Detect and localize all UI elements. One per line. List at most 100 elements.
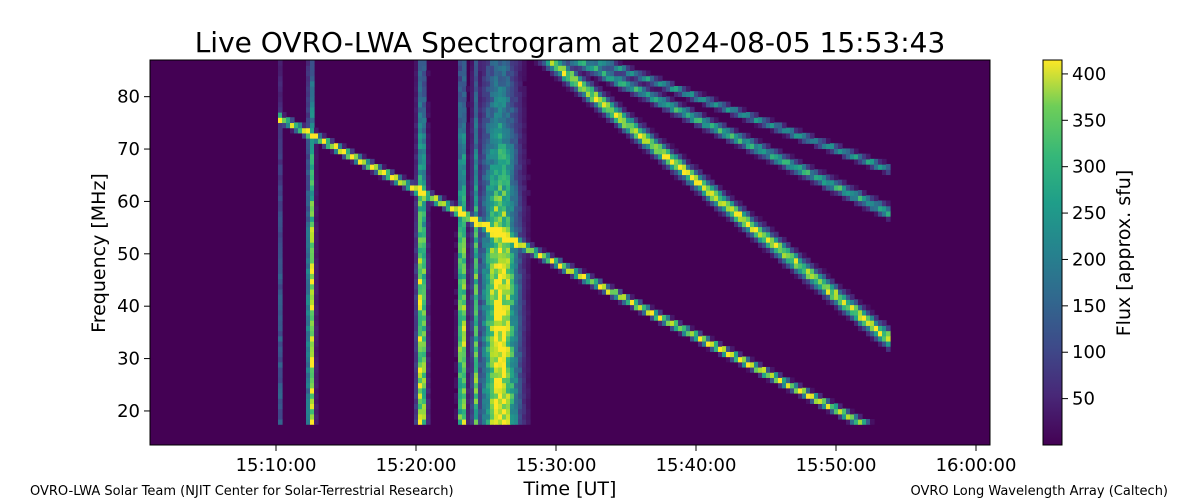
heatmap-cell bbox=[498, 132, 503, 139]
heatmap-cell bbox=[438, 195, 443, 202]
heatmap-cell bbox=[422, 335, 427, 342]
heatmap-cell bbox=[702, 195, 707, 202]
heatmap-cell bbox=[306, 190, 311, 196]
heatmap-cell bbox=[558, 268, 563, 274]
heatmap-cell bbox=[306, 75, 311, 82]
heatmap-cell bbox=[498, 200, 503, 207]
heatmap-cell bbox=[722, 200, 727, 207]
heatmap-cell bbox=[498, 80, 503, 87]
heatmap-cell bbox=[830, 278, 835, 285]
heatmap-cell bbox=[518, 268, 523, 274]
heatmap-cell bbox=[618, 101, 623, 108]
heatmap-cell bbox=[570, 262, 575, 269]
heatmap-cell bbox=[462, 262, 467, 269]
heatmap-cell bbox=[470, 242, 475, 248]
heatmap-cell bbox=[674, 153, 679, 160]
heatmap-cell bbox=[574, 80, 579, 87]
heatmap-cell bbox=[790, 127, 795, 134]
heatmap-cell bbox=[518, 361, 523, 368]
heatmap-cell bbox=[878, 158, 883, 165]
heatmap-cell bbox=[614, 65, 619, 71]
heatmap-cell bbox=[874, 205, 879, 212]
heatmap-cell bbox=[310, 143, 315, 150]
heatmap-cell bbox=[810, 278, 815, 285]
heatmap-cell bbox=[306, 96, 311, 103]
heatmap-cell bbox=[454, 242, 459, 248]
heatmap-cell bbox=[526, 340, 531, 347]
heatmap-cell bbox=[454, 325, 459, 332]
heatmap-cell bbox=[726, 190, 731, 196]
heatmap-cell bbox=[278, 174, 283, 181]
heatmap-cell bbox=[478, 325, 483, 332]
heatmap-cell bbox=[486, 320, 491, 326]
heatmap-cell bbox=[354, 153, 359, 160]
heatmap-cell bbox=[418, 377, 423, 384]
heatmap-cell bbox=[518, 80, 523, 87]
heatmap-cell bbox=[854, 304, 859, 311]
heatmap-cell bbox=[458, 75, 463, 82]
heatmap-cell bbox=[466, 242, 471, 248]
heatmap-cell bbox=[414, 387, 419, 394]
heatmap-cell bbox=[474, 418, 479, 425]
heatmap-cell bbox=[482, 314, 487, 321]
heatmap-cell bbox=[658, 91, 663, 98]
heatmap-cell bbox=[490, 190, 495, 196]
heatmap-cell bbox=[662, 106, 667, 113]
heatmap-cell bbox=[474, 200, 479, 207]
heatmap-cell bbox=[602, 106, 607, 113]
heatmap-cell bbox=[426, 304, 431, 311]
heatmap-cell bbox=[654, 143, 659, 150]
heatmap-cell bbox=[614, 70, 619, 77]
heatmap-cell bbox=[422, 91, 427, 98]
heatmap-cell bbox=[506, 247, 511, 254]
heatmap-cell bbox=[710, 340, 715, 347]
heatmap-cell bbox=[478, 117, 483, 124]
heatmap-cell bbox=[642, 309, 647, 316]
heatmap-cell bbox=[694, 117, 699, 124]
heatmap-cell bbox=[458, 377, 463, 384]
heatmap-cell bbox=[306, 210, 311, 217]
heatmap-cell bbox=[514, 236, 519, 243]
heatmap-cell bbox=[466, 366, 471, 373]
heatmap-cell bbox=[474, 226, 479, 233]
heatmap-cell bbox=[494, 106, 499, 113]
heatmap-cell bbox=[526, 158, 531, 165]
heatmap-cell bbox=[306, 179, 311, 186]
heatmap-cell bbox=[414, 60, 419, 66]
heatmap-cell bbox=[418, 320, 423, 326]
heatmap-cell bbox=[454, 314, 459, 321]
heatmap-cell bbox=[278, 190, 283, 196]
heatmap-cell bbox=[758, 138, 763, 144]
heatmap-cell bbox=[490, 101, 495, 108]
heatmap-cell bbox=[506, 340, 511, 347]
heatmap-cell bbox=[490, 96, 495, 103]
heatmap-cell bbox=[526, 314, 531, 321]
heatmap-cell bbox=[418, 309, 423, 316]
heatmap-cell bbox=[490, 143, 495, 150]
heatmap-cell bbox=[658, 314, 663, 321]
heatmap-cell bbox=[314, 138, 319, 144]
heatmap-cell bbox=[278, 247, 283, 254]
heatmap-cell bbox=[654, 80, 659, 87]
heatmap-cell bbox=[474, 283, 479, 290]
heatmap-cell bbox=[666, 96, 671, 103]
heatmap-cell bbox=[306, 257, 311, 264]
heatmap-cell bbox=[498, 205, 503, 212]
heatmap-cell bbox=[414, 127, 419, 134]
heatmap-cell bbox=[414, 143, 419, 150]
heatmap-cell bbox=[806, 174, 811, 181]
heatmap-cell bbox=[478, 138, 483, 144]
heatmap-cell bbox=[518, 205, 523, 212]
heatmap-cell bbox=[454, 231, 459, 238]
heatmap-cell bbox=[458, 179, 463, 186]
heatmap-cell bbox=[474, 262, 479, 269]
heatmap-cell bbox=[518, 91, 523, 98]
heatmap-cell bbox=[838, 413, 843, 420]
heatmap-cell bbox=[658, 320, 663, 326]
heatmap-cell bbox=[518, 221, 523, 228]
heatmap-cell bbox=[622, 106, 627, 113]
heatmap-cell bbox=[514, 252, 519, 259]
heatmap-cell bbox=[278, 112, 283, 118]
heatmap-cell bbox=[826, 299, 831, 306]
heatmap-cell bbox=[506, 96, 511, 103]
